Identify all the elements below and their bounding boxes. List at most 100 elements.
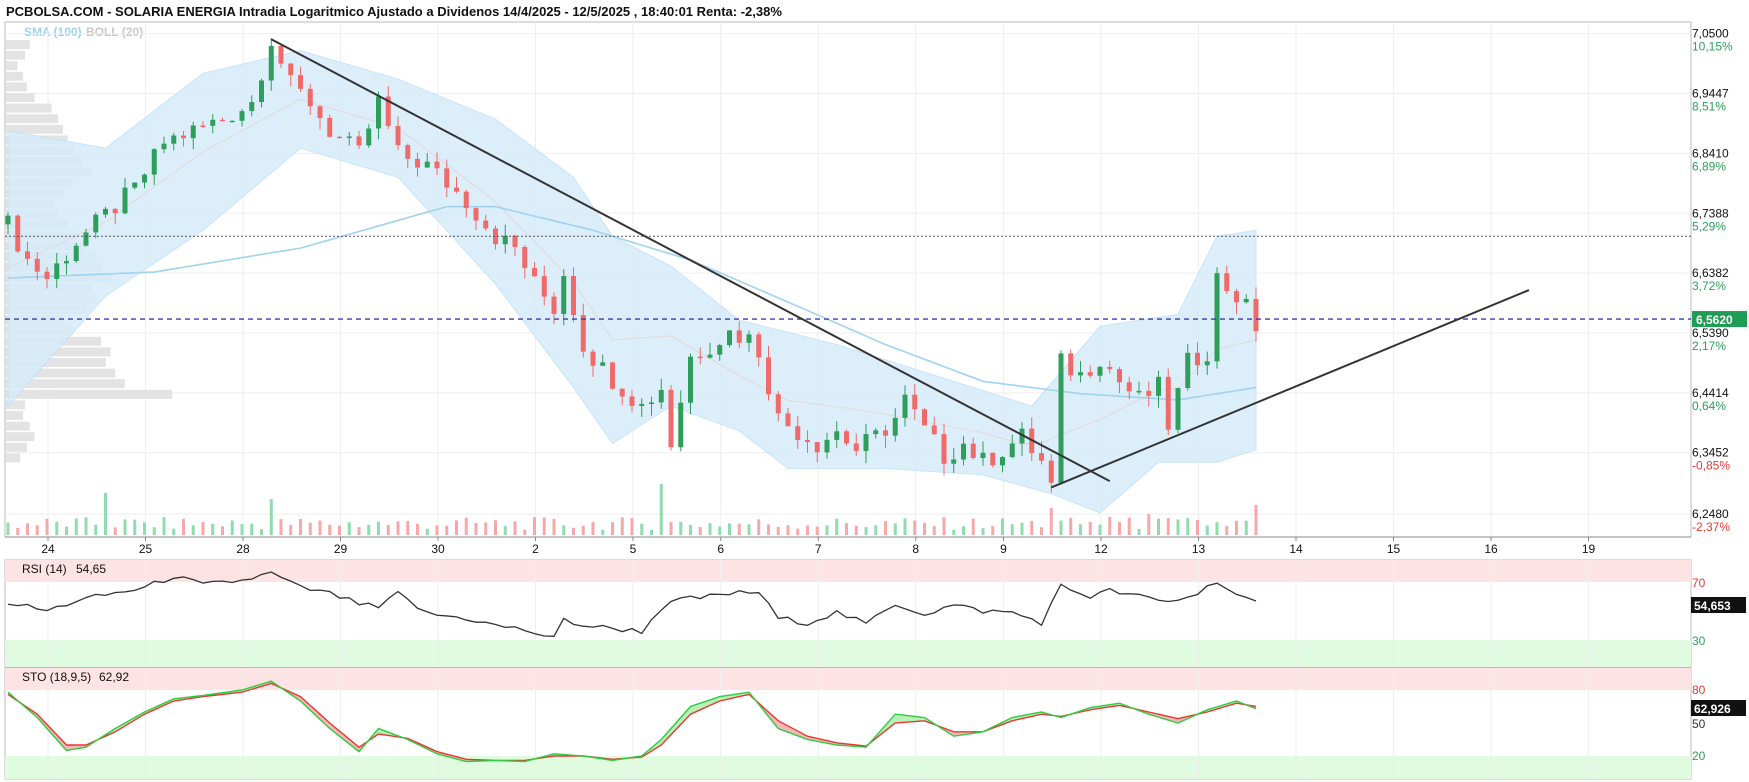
volume-bar [6,522,10,535]
volume-bar [1205,525,1209,535]
bollinger-band [7,50,1257,514]
candle-body [298,75,303,89]
volume-profile-bar [6,432,35,442]
volume-bar [513,521,517,535]
x-axis-label: 13 [1192,542,1206,556]
volume-bar [825,525,829,535]
volume-profile-bar [6,347,111,357]
sto-fill-segment [700,699,710,710]
price-axis-pct: 5,29% [1692,219,1726,233]
candle-body [980,452,986,459]
candle-body [1058,353,1064,483]
volume-bar [45,518,49,535]
sto-fill-segment [807,736,818,742]
volume-bar [767,524,770,535]
price-axis-label: 6,2480 [1692,507,1729,521]
price-axis-label: 6,7388 [1692,206,1729,220]
candle-body [853,443,859,451]
volume-profile-bar [6,82,27,92]
volume-bar [367,524,371,535]
candle-body [1165,376,1171,430]
sto-fill-segment [1012,715,1022,721]
volume-bar [1118,521,1121,535]
volume-bar [162,517,166,535]
volume-bar [611,522,614,535]
volume-bar [299,518,302,535]
sto-oversold-zone [5,756,1691,779]
volume-bar [435,525,439,535]
volume-bar [903,518,907,535]
volume-bar [357,527,361,535]
price-axis-label: 6,9447 [1692,87,1729,101]
candle-body [288,63,294,76]
volume-bar [133,519,137,535]
volume-bar [698,526,702,535]
candle-body [561,276,567,314]
candle-body [161,143,167,150]
volume-bar [279,519,283,535]
candle-body [200,125,206,127]
sto-grid [47,668,1589,779]
x-axis-label: 24 [41,542,55,556]
candle-body [1097,366,1103,376]
volume-profile-bar [6,61,18,71]
volume-bar [971,518,975,535]
sto-level-20: 20 [1692,749,1706,763]
volume-bar [601,529,605,535]
candle-body [805,439,810,443]
volume-bar [182,518,185,535]
candle-body [229,120,235,123]
volume-bar [445,525,449,535]
candle-body [1156,376,1161,396]
candle-body [610,362,615,389]
sto-fill-segment [797,731,808,740]
sto-fill-segment [905,715,915,723]
candle-body [688,356,693,403]
candle-body [1087,372,1093,376]
candle-body [824,439,830,453]
candle-body [434,161,440,169]
candle-body [1195,352,1200,366]
volume-bar [250,523,254,535]
sto-fill-segment [56,734,67,751]
candle-body [844,431,849,444]
volume-bar [503,525,507,535]
candle-body [337,136,342,139]
candle-body [990,452,996,466]
title-bar [0,0,1749,22]
volume-bar [757,519,761,535]
candle-body [707,354,713,358]
volume-bar [845,523,848,535]
candle-body [210,119,216,126]
price-axis-label: 6,8410 [1692,146,1729,160]
x-axis-label: 9 [1000,542,1007,556]
volume-bar [221,526,224,535]
x-axis-label: 16 [1484,542,1498,556]
volume-bar [1020,522,1024,535]
volume-bar [533,517,536,535]
bollinger-middle [7,98,1257,445]
volume-bar [728,523,731,535]
price-axis-pct: 2,17% [1692,339,1726,353]
volume-bar [640,523,644,535]
sto-current-label: 62,926 [1694,702,1731,716]
current-price-marker: 6,5620 [1692,311,1747,328]
volume-profile-bar [6,442,27,452]
candle-body [171,135,177,144]
candle-body [1185,352,1191,389]
sto-fill-segment [788,725,798,736]
x-axis-label: 15 [1387,542,1401,556]
volume-bar [123,519,127,535]
price-axis-pct: -0,85% [1692,459,1730,473]
volume-bar [65,526,68,535]
candle-body [463,191,469,209]
candle-body [405,145,411,159]
chart-title: PCBOLSA.COM - SOLARIA ENERGIA Intradia L… [6,4,782,19]
sto-fill-segment [895,714,905,723]
candle-body [590,351,596,366]
volume-bar [425,528,429,535]
volume-bar [1098,524,1102,535]
volume-bar [952,529,956,535]
